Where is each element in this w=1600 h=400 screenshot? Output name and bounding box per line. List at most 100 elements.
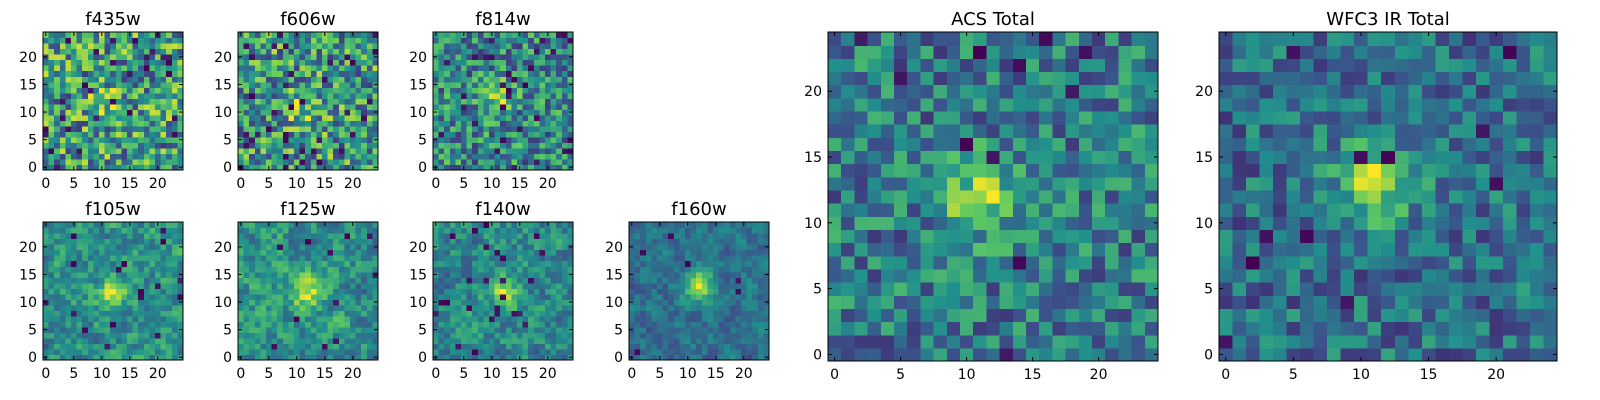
- heatmap-cell: [696, 271, 703, 278]
- heatmap-cell: [143, 98, 150, 105]
- heatmap-cell: [634, 337, 641, 345]
- heatmap-cell: [461, 125, 468, 132]
- heatmap-cell: [372, 103, 379, 110]
- heatmap-cell: [483, 348, 490, 356]
- heatmap-cell: [282, 37, 289, 44]
- heatmap-cell: [466, 354, 473, 361]
- heatmap-cell: [54, 59, 61, 66]
- heatmap-cell: [99, 271, 106, 278]
- heatmap-cell: [149, 343, 156, 350]
- heatmap-cell: [254, 337, 261, 345]
- heatmap-cell: [522, 282, 529, 289]
- heatmap-cell: [556, 244, 563, 251]
- x-tick-label: 5: [655, 366, 664, 382]
- heatmap-cell: [294, 37, 301, 44]
- heatmap-cell: [127, 142, 134, 149]
- heatmap-cell: [828, 242, 842, 257]
- heatmap-cell: [645, 277, 652, 284]
- heatmap-cell: [338, 288, 345, 295]
- heatmap-cell: [651, 332, 658, 339]
- heatmap-cell: [556, 98, 563, 105]
- heatmap-cell: [327, 227, 334, 234]
- heatmap-cell: [433, 131, 440, 138]
- heatmap-cell: [511, 59, 518, 66]
- heatmap-cell: [500, 310, 507, 317]
- heatmap-cell: [545, 238, 552, 245]
- heatmap-cell: [127, 131, 134, 138]
- heatmap-cell: [517, 109, 524, 116]
- heatmap-cell: [1052, 295, 1067, 309]
- heatmap-cell: [104, 120, 111, 127]
- heatmap-cell: [894, 268, 908, 283]
- heatmap-cell: [87, 354, 94, 361]
- heatmap-cell: [545, 326, 552, 333]
- heatmap-cell: [366, 54, 373, 61]
- heatmap-cell: [310, 233, 317, 240]
- heatmap-cell: [327, 37, 334, 44]
- heatmap-cell: [260, 249, 267, 256]
- heatmap-cell: [299, 315, 306, 322]
- heatmap-cell: [511, 37, 518, 44]
- heatmap-cell: [545, 131, 552, 138]
- x-tick-label: 5: [69, 176, 78, 192]
- heatmap-cell: [115, 32, 122, 39]
- heatmap-cell: [322, 153, 329, 160]
- heatmap-cell: [277, 315, 284, 322]
- heatmap-cell: [713, 282, 720, 289]
- heatmap-cell: [254, 348, 261, 356]
- heatmap-cell: [155, 233, 162, 240]
- heatmap-cell: [550, 43, 557, 50]
- heatmap-cell: [294, 249, 301, 256]
- heatmap-cell: [155, 271, 162, 278]
- heatmap-cell: [143, 158, 150, 166]
- heatmap-cell: [505, 98, 512, 105]
- heatmap-cell: [260, 354, 267, 361]
- heatmap-cell: [166, 304, 173, 311]
- heatmap-cell: [59, 326, 66, 333]
- heatmap-cell: [243, 299, 250, 306]
- heatmap-cell: [718, 348, 725, 356]
- heatmap-cell: [277, 282, 284, 289]
- heatmap-cell: [282, 158, 289, 166]
- heatmap-cell: [550, 81, 557, 88]
- heatmap-cell: [271, 227, 278, 234]
- heatmap-cell: [43, 249, 50, 256]
- heatmap-cell: [260, 304, 267, 311]
- heatmap-cell: [249, 32, 256, 39]
- heatmap-cell: [166, 54, 173, 61]
- heatmap-cell: [718, 238, 725, 245]
- heatmap-cell: [322, 249, 329, 256]
- heatmap-cell: [539, 142, 546, 149]
- heatmap-cell: [444, 37, 451, 44]
- heatmap-cell: [43, 332, 50, 339]
- heatmap-cell: [299, 87, 306, 94]
- heatmap-cell: [87, 299, 94, 306]
- heatmap-cell: [973, 308, 987, 323]
- heatmap-cell: [366, 310, 373, 317]
- heatmap-cell: [1092, 255, 1106, 270]
- heatmap-cell: [177, 321, 184, 328]
- heatmap-cell: [338, 310, 345, 317]
- heatmap-cell: [438, 153, 445, 160]
- heatmap-cell: [333, 98, 340, 105]
- heatmap-cell: [110, 158, 117, 166]
- heatmap-cell: [243, 244, 250, 251]
- x-tick-label: 10: [93, 366, 111, 382]
- heatmap-cell: [550, 164, 557, 171]
- heatmap-cell: [449, 131, 456, 138]
- heatmap-cell: [960, 282, 974, 296]
- heatmap-cell: [238, 343, 245, 350]
- heatmap-cell: [277, 158, 284, 166]
- heatmap-cell: [82, 304, 89, 311]
- heatmap-cell: [505, 164, 512, 171]
- heatmap-cell: [271, 76, 278, 83]
- heatmap-cell: [561, 65, 568, 72]
- heatmap-cell: [266, 142, 273, 149]
- heatmap-cell: [322, 87, 329, 94]
- heatmap-cell: [483, 249, 490, 256]
- heatmap-cell: [494, 348, 501, 356]
- heatmap-cell: [99, 92, 106, 99]
- heatmap-cell: [243, 164, 250, 171]
- heatmap-cell: [489, 255, 496, 262]
- heatmap-cell: [662, 315, 669, 322]
